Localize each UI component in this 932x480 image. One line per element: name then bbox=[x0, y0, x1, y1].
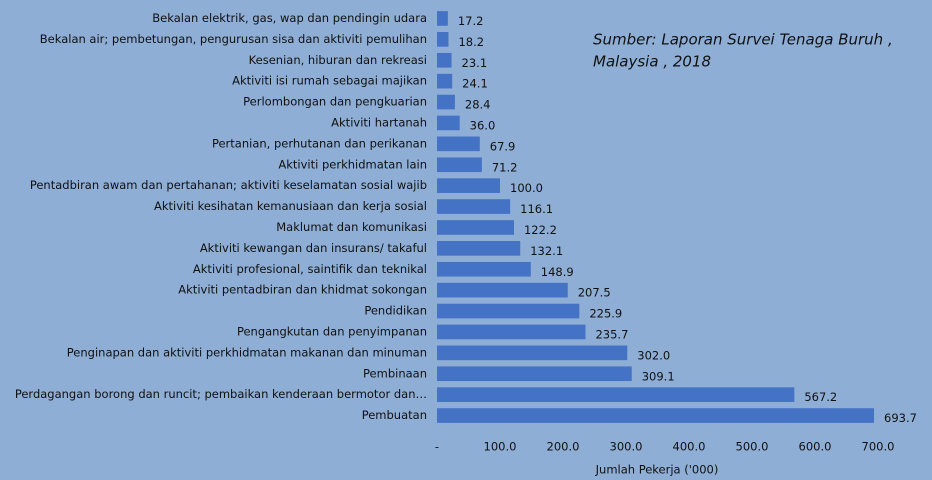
bar bbox=[437, 115, 460, 131]
data-label: 18.2 bbox=[458, 35, 484, 49]
data-label: 100.0 bbox=[510, 181, 543, 195]
bar bbox=[437, 73, 453, 89]
y-tick-label: Perdagangan borong dan runcit; pembaikan… bbox=[15, 387, 427, 401]
y-tick-label: Aktiviti kesihatan kemanusiaan dan kerja… bbox=[154, 199, 427, 213]
y-tick-label: Bekalan elektrik, gas, wap dan pendingin… bbox=[152, 11, 427, 25]
bar bbox=[437, 136, 480, 152]
y-tick-label: Aktiviti hartanah bbox=[331, 115, 427, 129]
data-label: 309.1 bbox=[642, 369, 675, 383]
data-label: 67.9 bbox=[490, 139, 516, 153]
bar bbox=[437, 52, 452, 68]
y-tick-label: Aktiviti profesional, saintifik dan tekn… bbox=[193, 262, 427, 276]
data-label: 23.1 bbox=[462, 56, 488, 70]
y-tick-label: Pentadbiran awam dan pertahanan; aktivit… bbox=[30, 178, 427, 192]
x-tick-label: - bbox=[435, 440, 439, 454]
x-tick-label: 500.0 bbox=[736, 440, 769, 454]
data-label: 225.9 bbox=[589, 307, 622, 321]
bar bbox=[437, 408, 875, 423]
x-tick-label: 100.0 bbox=[484, 440, 517, 454]
data-label: 71.2 bbox=[492, 160, 518, 174]
source-note: Malaysia , 2018 bbox=[593, 53, 711, 71]
y-tick-label: Aktiviti pentadbiran dan khidmat sokonga… bbox=[178, 283, 427, 297]
y-tick-label: Penginapan dan aktiviti perkhidmatan mak… bbox=[67, 345, 427, 359]
x-axis-label: Jumlah Pekerja ('000) bbox=[595, 463, 719, 477]
data-label: 36.0 bbox=[470, 118, 496, 132]
data-label: 17.2 bbox=[458, 14, 484, 28]
y-tick-label: Pendidikan bbox=[364, 304, 427, 318]
data-label: 302.0 bbox=[637, 348, 670, 362]
x-tick-label: 400.0 bbox=[673, 440, 706, 454]
bar bbox=[437, 324, 586, 340]
bar bbox=[437, 11, 448, 26]
data-label: 693.7 bbox=[884, 411, 917, 425]
y-tick-label: Aktiviti perkhidmatan lain bbox=[278, 157, 427, 171]
data-label: 122.2 bbox=[524, 223, 557, 237]
y-tick-label: Bekalan air; pembetungan, pengurusan sis… bbox=[40, 32, 427, 46]
bar bbox=[437, 261, 531, 277]
y-tick-label: Pertanian, perhutanan dan perikanan bbox=[212, 136, 427, 150]
data-label: 148.9 bbox=[541, 265, 574, 279]
y-tick-label: Pembinaan bbox=[363, 366, 427, 380]
bar bbox=[437, 303, 580, 319]
bar bbox=[437, 157, 482, 173]
bar bbox=[437, 241, 521, 256]
data-label: 132.1 bbox=[530, 244, 563, 258]
bar bbox=[437, 32, 449, 47]
bar bbox=[437, 94, 455, 110]
data-label: 207.5 bbox=[578, 286, 611, 300]
bar bbox=[437, 199, 511, 214]
y-tick-label: Pengangkutan dan penyimpanan bbox=[237, 324, 427, 338]
data-label: 567.2 bbox=[804, 390, 837, 404]
data-label: 28.4 bbox=[465, 98, 491, 112]
x-tick-label: 300.0 bbox=[610, 440, 643, 454]
y-tick-label: Maklumat dan komunikasi bbox=[276, 220, 427, 234]
y-tick-label: Pembuatan bbox=[362, 408, 427, 422]
x-tick-label: 700.0 bbox=[862, 440, 895, 454]
x-tick-label: 200.0 bbox=[547, 440, 580, 454]
x-tick-label: 600.0 bbox=[799, 440, 832, 454]
bar bbox=[437, 345, 628, 361]
y-tick-label: Aktiviti isi rumah sebagai majikan bbox=[232, 74, 427, 88]
bar bbox=[437, 178, 500, 193]
data-label: 24.1 bbox=[462, 77, 488, 91]
data-label: 116.1 bbox=[520, 202, 553, 216]
bar bbox=[437, 387, 795, 402]
source-note: Sumber: Laporan Survei Tenaga Buruh , bbox=[593, 31, 893, 49]
bar bbox=[437, 282, 568, 298]
bar bbox=[437, 220, 514, 235]
data-label: 235.7 bbox=[595, 327, 628, 341]
y-tick-label: Perlombongan dan pengkuarian bbox=[243, 95, 427, 109]
y-tick-label: Kesenian, hiburan dan rekreasi bbox=[249, 53, 427, 67]
bar bbox=[437, 366, 632, 382]
y-tick-label: Aktiviti kewangan dan insurans/ takaful bbox=[200, 241, 427, 255]
